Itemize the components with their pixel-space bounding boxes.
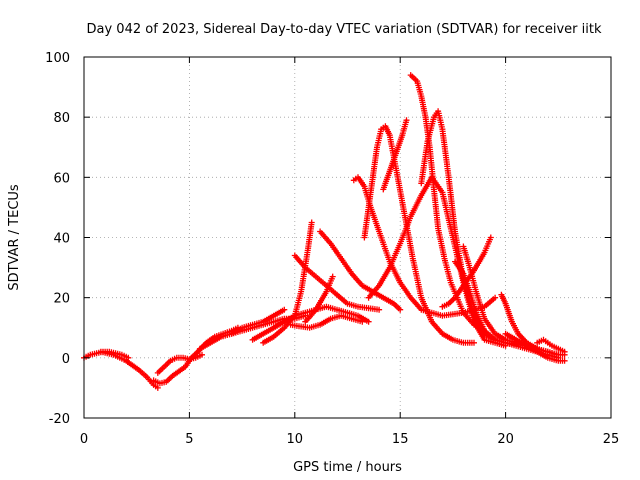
series-markers — [302, 273, 336, 325]
x-tick-label: 25 — [603, 432, 620, 447]
series-12 — [317, 228, 404, 313]
series-markers — [534, 336, 568, 355]
series-24 — [534, 336, 568, 355]
x-tick-label: 20 — [497, 432, 514, 447]
series-17 — [407, 72, 488, 334]
x-tick-label: 15 — [392, 432, 409, 447]
y-tick-label: 20 — [53, 292, 70, 307]
series-4 — [154, 351, 205, 376]
series-6 — [228, 306, 288, 337]
series-markers — [380, 117, 410, 193]
axis-ticks: 0 5 10 15 20 25 -20 0 20 40 60 80 100 — [45, 51, 619, 447]
series-11 — [302, 273, 336, 325]
series-14 — [361, 123, 477, 346]
x-tick-label: 5 — [185, 432, 193, 447]
series-markers — [97, 348, 161, 391]
series-markers — [228, 306, 288, 337]
chart-title: Day 042 of 2023, Sidereal Day-to-day VTE… — [87, 22, 602, 37]
y-tick-label: 0 — [62, 352, 70, 367]
series-22 — [498, 291, 568, 358]
y-tick-label: 60 — [53, 171, 70, 186]
series-13 — [350, 174, 499, 319]
grid — [84, 57, 611, 418]
series-markers — [317, 228, 404, 313]
x-axis-label: GPS time / hours — [293, 460, 402, 475]
series-9 — [287, 312, 366, 331]
series-2 — [97, 348, 161, 391]
series-markers — [350, 174, 499, 319]
series-7 — [249, 303, 372, 343]
series-markers — [287, 312, 366, 331]
series-markers — [154, 351, 205, 376]
x-tick-label: 10 — [287, 432, 304, 447]
plot-area — [81, 72, 568, 391]
y-axis-label: SDTVAR / TECUs — [7, 184, 22, 291]
plot-frame — [83, 56, 612, 419]
series-markers — [407, 72, 488, 334]
x-tick-label: 0 — [80, 432, 88, 447]
series-markers — [502, 330, 568, 364]
y-tick-label: 80 — [53, 111, 70, 126]
series-15 — [380, 117, 410, 193]
series-23 — [502, 330, 568, 364]
y-tick-label: 40 — [53, 232, 70, 247]
y-tick-label: -20 — [49, 412, 70, 427]
series-markers — [361, 123, 477, 346]
y-tick-label: 100 — [45, 51, 70, 66]
